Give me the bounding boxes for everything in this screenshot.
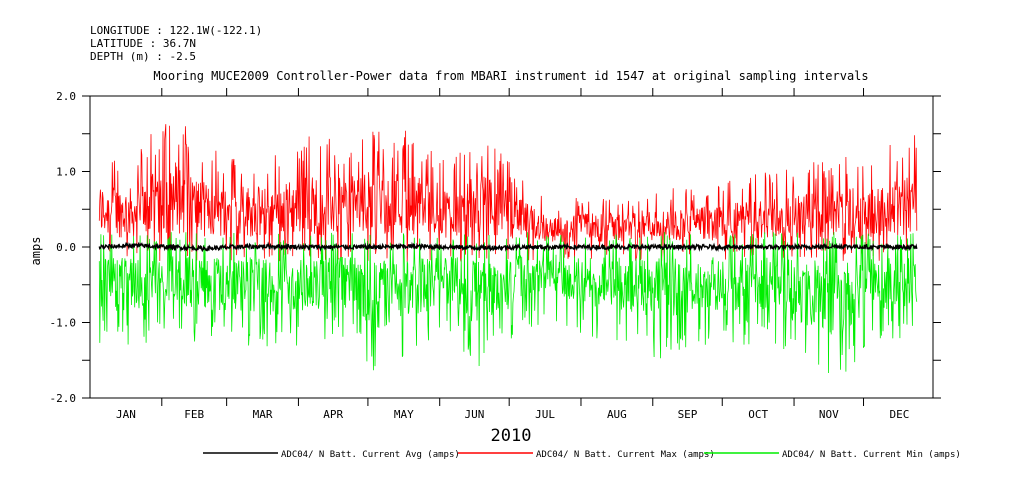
depth-label: DEPTH (m) : -2.5 xyxy=(90,50,196,63)
x-tick-label: APR xyxy=(323,408,343,421)
chart-title: Mooring MUCE2009 Controller-Power data f… xyxy=(153,69,868,83)
y-tick-label: 1.0 xyxy=(56,166,76,179)
x-tick-label: JUN xyxy=(465,408,485,421)
latitude-label: LATITUDE : 36.7N xyxy=(90,37,196,50)
x-tick-label: MAY xyxy=(394,408,414,421)
x-axis: JAN FEB MAR APR MAY JUN JUL AUG SEP OCT NOV DEC xyxy=(116,88,909,421)
legend-entry: ADC04/ N Batt. Current Max (amps) xyxy=(536,450,715,460)
x-tick-label: AUG xyxy=(607,408,627,421)
x-tick-label: MAR xyxy=(253,408,273,421)
longitude-label: LONGITUDE : 122.1W(-122.1) xyxy=(90,24,263,37)
y-axis-label: amps xyxy=(29,237,43,266)
y-tick-label: -1.0 xyxy=(50,317,77,330)
series-line xyxy=(98,241,918,253)
x-tick-label: OCT xyxy=(748,408,768,421)
x-tick-label: NOV xyxy=(819,408,839,421)
y-axis: 2.0 1.0 0.0 -1.0 -2.0 xyxy=(50,90,941,405)
y-tick-label: -2.0 xyxy=(50,392,77,405)
series-layer xyxy=(98,124,918,374)
series-line xyxy=(98,232,918,374)
x-tick-label: JUL xyxy=(535,408,555,421)
x-tick-label: SEP xyxy=(678,408,698,421)
legend: ADC04/ N Batt. Current Avg (amps) ADC04/ … xyxy=(203,450,961,460)
x-tick-label: DEC xyxy=(889,408,909,421)
x-tick-label: JAN xyxy=(116,408,136,421)
y-tick-label: 0.0 xyxy=(56,241,76,254)
series-line xyxy=(98,124,918,262)
y-tick-label: 2.0 xyxy=(56,90,76,103)
x-tick-label: FEB xyxy=(184,408,204,421)
legend-entry: ADC04/ N Batt. Current Avg (amps) xyxy=(281,450,460,460)
x-axis-label: 2010 xyxy=(491,426,532,446)
legend-entry: ADC04/ N Batt. Current Min (amps) xyxy=(782,450,961,460)
